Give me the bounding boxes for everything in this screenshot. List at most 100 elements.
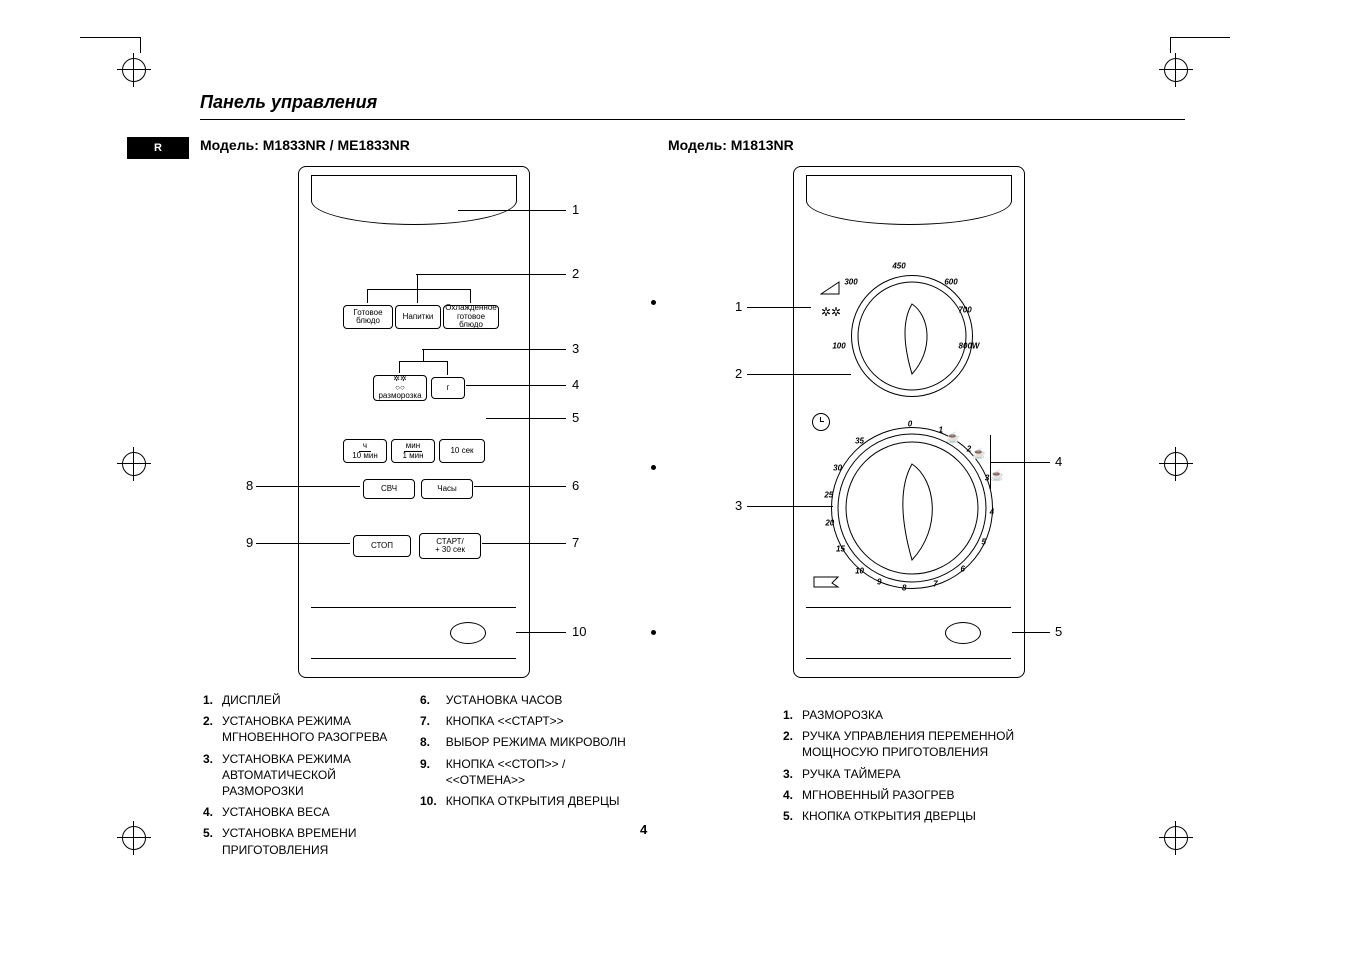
- power-label: 700: [958, 306, 971, 315]
- crop-mark: [140, 37, 142, 53]
- bracket: [399, 361, 447, 363]
- timer-label: 35: [855, 437, 864, 446]
- snowflake-icon: ✲✲: [821, 305, 841, 319]
- btn-ready-dish: Готовоеблюдо: [343, 305, 393, 329]
- btn-defrost-label: разморозка: [378, 392, 421, 400]
- callout-r3: 3: [735, 498, 742, 513]
- btn-chilled: Охлажденноеготовое блюдо: [443, 305, 499, 329]
- leader: [256, 486, 360, 488]
- legend-row: 1.ДИСПЛЕЙ: [202, 691, 408, 710]
- door-release-r: [806, 607, 1011, 659]
- callout-r5: 5: [1055, 624, 1062, 639]
- leader: [466, 385, 566, 387]
- leader: [1012, 632, 1050, 634]
- door-release-latch: [450, 622, 486, 644]
- legend-row: 5.КНОПКА ОТКРЫТИЯ ДВЕРЦЫ: [782, 807, 1048, 826]
- legend-row: 4.МГНОВЕННЫЙ РАЗОГРЕВ: [782, 786, 1048, 805]
- legend-row: 4.УСТАНОВКА ВЕСА: [202, 803, 408, 822]
- registration-mark: [122, 58, 146, 82]
- legend-left-b: 6.УСТАНОВКА ЧАСОВ 7.КНОПКА <<СТАРТ>> 8.ВЫБ…: [417, 689, 637, 813]
- callout-4: 4: [572, 377, 579, 392]
- leader: [486, 418, 566, 420]
- page-title: Панель управления: [200, 92, 1185, 120]
- callout-r2: 2: [735, 366, 742, 381]
- timer-label: 7: [933, 579, 937, 588]
- legend-row: 3.РУЧКА ТАЙМЕРА: [782, 765, 1048, 784]
- leader: [516, 632, 566, 634]
- legend-row: 1.РАЗМОРОЗКА: [782, 706, 1048, 725]
- page-number: 4: [640, 822, 647, 837]
- callout-10: 10: [572, 624, 586, 639]
- legend-row: 6.УСТАНОВКА ЧАСОВ: [419, 691, 635, 710]
- leader: [474, 486, 566, 488]
- btn-10sec: 10 сек: [439, 439, 485, 463]
- legend-row: 5.УСТАНОВКА ВРЕМЕНИ ПРИГОТОВЛЕНИЯ: [202, 824, 408, 859]
- legend-row: 2.УСТАНОВКА РЕЖИМА МГНОВЕННОГО РАЗОГРЕВА: [202, 712, 408, 747]
- btn-h10min: ч10 мин: [343, 439, 387, 463]
- leader: [256, 543, 350, 545]
- bracket: [417, 275, 419, 289]
- timer-label: 30: [833, 463, 842, 472]
- callout-9: 9: [246, 535, 253, 550]
- cup-icon: ☕: [972, 447, 986, 460]
- defrost-icon: [820, 281, 840, 295]
- timer-label: 2: [967, 445, 971, 454]
- legend-right: 1.РАЗМОРОЗКА2.РУЧКА УПРАВЛЕНИЯ ПЕРЕМЕННО…: [780, 704, 1050, 828]
- open-arrow-icon: [812, 575, 842, 589]
- cup-icon: ☕: [990, 469, 1004, 482]
- timer-label: 10: [855, 566, 864, 575]
- legend-row: 8.ВЫБОР РЕЖИМА МИКРОВОЛН: [419, 733, 635, 752]
- crop-mark: [80, 37, 140, 39]
- registration-mark: [122, 452, 146, 476]
- fold-dot: [651, 465, 656, 470]
- legend-row: 10.КНОПКА ОТКРЫТИЯ ДВЕРЦЫ: [419, 792, 635, 811]
- timer-label: 4: [990, 507, 994, 516]
- crop-mark: [1170, 37, 1230, 39]
- callout-r4: 4: [1055, 454, 1062, 469]
- model-heading-left: Модель: M1833NR / ME1833NR: [200, 137, 410, 153]
- registration-mark: [122, 826, 146, 850]
- btn-drinks: Напитки: [395, 305, 441, 329]
- panel-m1833nr: Готовоеблюдо Напитки Охлажденноеготовое …: [298, 166, 530, 678]
- btn-defrost: ✲✲○○ разморозка: [373, 375, 427, 401]
- callout-6: 6: [572, 478, 579, 493]
- bracket: [367, 289, 471, 291]
- cup-icon: ☕: [946, 431, 960, 444]
- leader: [458, 210, 566, 212]
- power-label: 100: [832, 342, 845, 351]
- bracket: [470, 289, 472, 303]
- leader: [747, 506, 833, 508]
- door-release: [311, 607, 516, 659]
- callout-5: 5: [572, 410, 579, 425]
- crop-mark: [1170, 37, 1172, 53]
- fold-dot: [651, 300, 656, 305]
- legend-row: 7.КНОПКА <<СТАРТ>>: [419, 712, 635, 731]
- timer-label: 3: [985, 473, 989, 482]
- clock-icon: [812, 413, 830, 431]
- bracket: [447, 361, 449, 375]
- timer-label: 20: [825, 519, 834, 528]
- timer-label: 5: [981, 537, 985, 546]
- bracket: [417, 289, 419, 303]
- btn-start: СТАРТ/+ 30 сек: [419, 533, 481, 559]
- bracket: [990, 435, 992, 489]
- timer-label: 15: [836, 545, 845, 554]
- power-label: 300: [844, 278, 857, 287]
- legend-row: 3.УСТАНОВКА РЕЖИМА АВТОМАТИЧЕСКОЙ РАЗМОР…: [202, 750, 408, 802]
- callout-7: 7: [572, 535, 579, 550]
- side-tab: R: [127, 137, 189, 159]
- leader: [422, 349, 566, 351]
- timer-label: 8: [902, 583, 906, 592]
- timer-label: 9: [877, 578, 881, 587]
- registration-mark: [1164, 58, 1188, 82]
- door-release-latch-r: [945, 622, 981, 644]
- registration-mark: [1164, 452, 1188, 476]
- registration-mark: [1164, 826, 1188, 850]
- power-label: 450: [892, 262, 905, 271]
- callout-r1: 1: [735, 299, 742, 314]
- callout-3: 3: [572, 341, 579, 356]
- btn-svch: СВЧ: [363, 479, 415, 499]
- timer-label: 0: [908, 420, 912, 429]
- timer-label: 25: [824, 490, 833, 499]
- model-heading-right: Модель: M1813NR: [668, 137, 794, 153]
